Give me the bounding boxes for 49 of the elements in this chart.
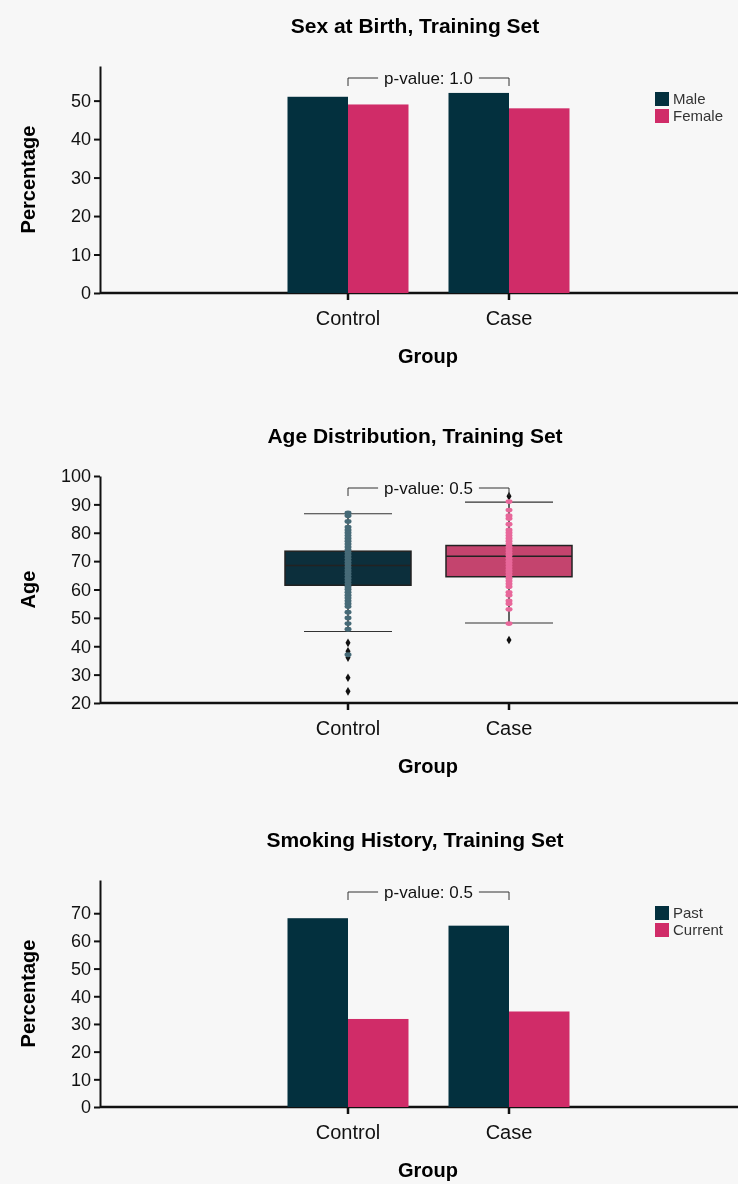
y-tick-label: 20 <box>70 1041 91 1062</box>
y-tick-label: 0 <box>80 1097 91 1118</box>
legend-label: Male <box>673 90 706 107</box>
y-axis-title: Percentage <box>17 939 39 1048</box>
y-tick-label: 20 <box>70 206 91 227</box>
x-tick-label: Control <box>315 717 381 739</box>
y-tick-label: 60 <box>70 931 91 952</box>
x-tick-label: Control <box>315 1121 381 1143</box>
bar <box>348 1018 409 1107</box>
y-tick-label: 20 <box>70 693 91 714</box>
chart-title: Age Distribution, Training Set <box>267 424 563 447</box>
y-tick-label: 100 <box>60 466 91 487</box>
x-axis-title: Group <box>398 755 458 777</box>
y-tick-label: 90 <box>70 494 91 515</box>
y-tick-label: 10 <box>70 244 91 265</box>
y-tick-label: 80 <box>70 523 91 544</box>
x-tick-label: Case <box>485 717 533 739</box>
y-tick-label: 10 <box>70 1069 91 1090</box>
y-tick-label: 70 <box>70 903 91 924</box>
y-tick-label: 50 <box>70 608 91 629</box>
legend-label: Past <box>673 904 704 921</box>
x-tick-label: Control <box>315 307 381 329</box>
y-axis-title: Percentage <box>17 125 39 234</box>
chart-title: Sex at Birth, Training Set <box>290 14 540 37</box>
annotation: p-value: 0.5 <box>384 479 473 498</box>
y-tick-label: 50 <box>70 958 91 979</box>
legend-label: Current <box>673 921 724 938</box>
y-tick-label: 0 <box>80 283 91 304</box>
y-axis-title: Age <box>17 570 39 609</box>
y-tick-label: 30 <box>70 1014 91 1035</box>
x-axis-title: Group <box>398 1159 458 1181</box>
x-tick-label: Case <box>485 307 533 329</box>
chart-title: Smoking History, Training Set <box>266 828 564 851</box>
x-axis-title: Group <box>398 345 458 367</box>
y-tick-label: 50 <box>70 90 91 111</box>
legend-label: Female <box>673 107 724 124</box>
annotation: p-value: 0.5 <box>384 883 473 902</box>
y-tick-label: 40 <box>70 636 91 657</box>
y-tick-label: 40 <box>70 129 91 150</box>
y-tick-label: 60 <box>70 579 91 600</box>
y-tick-label: 40 <box>70 986 91 1007</box>
x-tick-label: Case <box>485 1121 533 1143</box>
y-tick-label: 30 <box>70 167 91 188</box>
y-tick-label: 70 <box>70 551 91 572</box>
y-tick-label: 30 <box>70 664 91 685</box>
bar <box>509 1011 570 1107</box>
annotation: p-value: 1.0 <box>384 69 473 88</box>
bar <box>287 918 348 1107</box>
bar <box>448 925 509 1107</box>
